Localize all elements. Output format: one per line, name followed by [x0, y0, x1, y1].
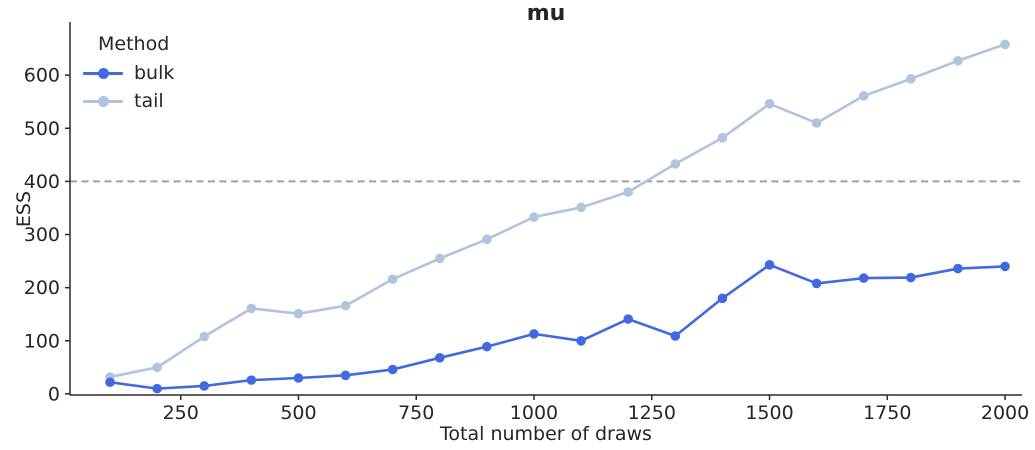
- tail-point: [576, 202, 586, 213]
- bulk-point: [293, 373, 304, 383]
- tail-point: [340, 300, 351, 311]
- legend: Method bulk tail: [81, 33, 174, 115]
- bulk-point: [811, 278, 822, 289]
- tail-point: [152, 362, 162, 373]
- tail-point: [670, 159, 681, 169]
- legend-title: Method: [98, 33, 170, 55]
- legend-entry-tail: tail: [81, 87, 174, 115]
- tail-point: [717, 133, 728, 143]
- x-tick-label: 1750: [863, 402, 911, 424]
- tail-series-swatch-icon: [83, 95, 123, 107]
- y-tick-label: 500: [24, 118, 60, 140]
- bulk-point: [858, 273, 869, 283]
- y-tick-label: 300: [24, 224, 60, 246]
- bulk-point: [1000, 261, 1010, 272]
- tail-point: [858, 91, 869, 101]
- bulk-point: [152, 383, 162, 394]
- chart-title: mu: [526, 1, 566, 26]
- y-axis-label: ESS: [13, 190, 35, 228]
- y-tick-label: 0: [48, 383, 60, 405]
- bulk-point: [199, 381, 210, 391]
- x-tick-label: 1000: [510, 402, 558, 424]
- bulk-point: [387, 364, 398, 375]
- tail-point: [529, 212, 539, 222]
- tail-line: [108, 43, 1007, 379]
- bulk-point: [246, 375, 257, 385]
- y-tick-label: 200: [24, 277, 60, 299]
- tail-point: [199, 331, 210, 342]
- x-tick-label: 250: [163, 402, 199, 424]
- y-tick-label: 100: [24, 330, 60, 352]
- bulk-point: [529, 329, 539, 339]
- bulk-point: [953, 263, 963, 274]
- x-tick-label: 500: [280, 402, 316, 424]
- legend-label-bulk: bulk: [134, 62, 175, 84]
- bulk-point: [434, 353, 445, 363]
- tail-point: [482, 234, 492, 245]
- y-tick-label: 600: [24, 65, 60, 87]
- y-tick-label: 400: [24, 171, 60, 193]
- x-tick-label: 1250: [628, 402, 676, 424]
- bulk-point: [906, 272, 916, 283]
- tail-point: [434, 253, 445, 264]
- legend-entry-bulk: bulk: [81, 59, 174, 87]
- bulk-point: [576, 336, 586, 346]
- tail-point: [387, 274, 398, 284]
- bulk-point: [105, 377, 115, 388]
- tail-point: [906, 74, 916, 84]
- bulk-line: [108, 263, 1007, 390]
- x-tick-label: 750: [398, 402, 434, 424]
- tail-point: [811, 118, 822, 128]
- tail-point: [764, 99, 775, 109]
- tail-point: [1000, 39, 1010, 50]
- tail-point: [623, 187, 633, 197]
- x-axis-label: Total number of draws: [440, 423, 652, 445]
- x-tick-label: 1500: [745, 402, 793, 424]
- bulk-point: [623, 314, 633, 324]
- legend-label-tail: tail: [134, 90, 164, 112]
- tail-point: [953, 55, 963, 66]
- bulk-point: [482, 341, 492, 352]
- bulk-point: [340, 370, 351, 381]
- bulk-point: [670, 331, 681, 341]
- bulk-point: [717, 293, 728, 304]
- x-tick-label: 2000: [981, 402, 1029, 424]
- bulk-series-swatch-icon: [83, 67, 123, 79]
- tail-point: [293, 308, 304, 319]
- bulk-point: [764, 260, 775, 270]
- tail-point: [246, 303, 257, 314]
